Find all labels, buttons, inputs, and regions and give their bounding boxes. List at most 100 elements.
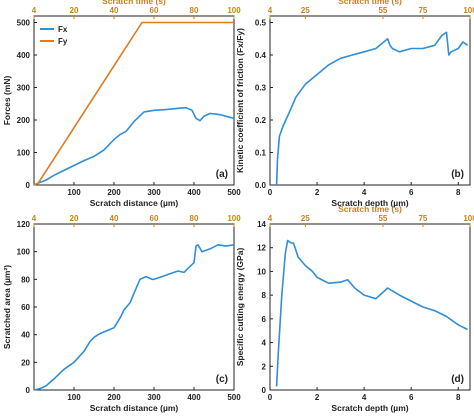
x-tick-label: 400 [187, 188, 201, 197]
y-tick-label: 80 [21, 275, 30, 284]
y-tick-label: 0.1 [255, 149, 267, 158]
top-tick-label: 60 [150, 6, 159, 15]
y-tick-label: 60 [21, 303, 30, 312]
x-tick-label: 2 [315, 393, 320, 402]
x-tick-label: 6 [409, 393, 414, 402]
x-tick-label: 200 [107, 393, 121, 402]
top-tick-label: 80 [190, 6, 199, 15]
x-tick-label: 100 [67, 188, 81, 197]
x-tick-label: 300 [147, 393, 161, 402]
x-tick-label: 300 [147, 188, 161, 197]
y-tick-label: 0.3 [255, 84, 267, 93]
top-tick-label: 100 [463, 6, 474, 15]
x-tick-label: 100 [67, 393, 81, 402]
top-tick-label: 75 [418, 214, 427, 223]
x-tick-label: 6 [409, 188, 414, 197]
top-tick-label: 100 [463, 214, 474, 223]
y-tick-label: 12 [257, 244, 266, 253]
series-line-fy [33, 21, 234, 186]
top-tick-label: 4 [32, 6, 37, 15]
top-tick-label: 75 [418, 6, 427, 15]
y-tick-label: 0 [26, 386, 31, 395]
y-tick-label: 2 [262, 362, 267, 371]
y-tick-label: 500 [17, 19, 31, 28]
y-tick-label: 0.2 [255, 116, 267, 125]
plot-frame [269, 15, 471, 186]
panel-tag: (a) [216, 169, 228, 180]
series-line-fx [33, 106, 235, 186]
y-tick-label: 8 [262, 291, 267, 300]
top-tick-label: 40 [110, 6, 119, 15]
y-tick-label: 10 [257, 267, 266, 276]
y-tick-label: 100 [17, 149, 31, 158]
series-line-data [33, 244, 235, 391]
panel-tag: (c) [216, 374, 228, 385]
y-tick-label: 6 [262, 315, 267, 324]
top-tick-label: 40 [110, 214, 119, 223]
x-tick-label: 500 [227, 188, 241, 197]
y-tick-label: 100 [17, 248, 31, 257]
y-tick-label: 4 [262, 339, 267, 348]
top-tick-label: 25 [301, 214, 310, 223]
y-tick-label: 200 [17, 116, 31, 125]
top-tick-label: 4 [268, 6, 273, 15]
x-tick-label: 0 [268, 393, 273, 402]
top-tick-label: 4 [268, 214, 273, 223]
x-tick-label: 200 [107, 188, 121, 197]
y-tick-label: 0.0 [255, 181, 267, 190]
y-axis-label: Kinetic coefficient of friction (Fx/Fy) [235, 28, 245, 173]
plot-frame [33, 15, 235, 186]
top-tick-label: 20 [70, 214, 79, 223]
top-tick-label: 80 [190, 214, 199, 223]
x-axis-label: Scratch distance (µm) [90, 403, 179, 413]
x-tick-label: 4 [362, 188, 367, 197]
x-axis-label: Scratch distance (µm) [90, 198, 179, 208]
top-tick-label: 55 [378, 6, 387, 15]
x-axis-label: Scratch depth (µm) [331, 403, 408, 413]
x-tick-label: 8 [456, 393, 461, 402]
top-tick-label: 25 [301, 6, 310, 15]
y-tick-label: 400 [17, 51, 31, 60]
top-axis-label: Scratch time (s) [338, 204, 402, 214]
y-axis-label: Scratched area (µm²) [2, 265, 12, 349]
y-tick-label: 20 [21, 358, 30, 367]
top-tick-label: 100 [227, 6, 241, 15]
y-tick-label: 0.4 [255, 51, 267, 60]
chart-panel-d: 02468024681012144255575100Scratch time (… [235, 204, 474, 413]
y-tick-label: 0 [262, 386, 267, 395]
y-tick-label: 0 [26, 181, 31, 190]
y-tick-label: 0.5 [255, 19, 267, 28]
top-tick-label: 4 [32, 214, 37, 223]
y-tick-label: 40 [21, 331, 30, 340]
y-axis-label: Specific cutting energy (GPa) [235, 248, 245, 367]
x-tick-label: 8 [456, 188, 461, 197]
x-tick-label: 0 [268, 188, 273, 197]
plot-frame [269, 223, 471, 391]
x-axis-label: Scratch depth (µm) [331, 198, 408, 208]
panel-tag: (d) [451, 374, 464, 385]
top-tick-label: 60 [150, 214, 159, 223]
series-line-data [275, 31, 469, 186]
panel-tag: (b) [451, 169, 464, 180]
x-tick-label: 500 [227, 393, 241, 402]
x-tick-label: 4 [362, 393, 367, 402]
top-tick-label: 100 [227, 214, 241, 223]
y-tick-label: 14 [257, 220, 266, 229]
series-line-data [275, 239, 468, 387]
legend-label-fy: Fy [58, 37, 68, 46]
chart-panel-b: 024680.00.10.20.30.40.54255575100Scratch… [235, 0, 474, 208]
legend-label-fx: Fx [58, 25, 68, 34]
y-tick-label: 120 [17, 220, 31, 229]
top-tick-label: 20 [70, 6, 79, 15]
top-tick-label: 55 [378, 214, 387, 223]
x-tick-label: 400 [187, 393, 201, 402]
top-axis-label: Scratch time (s) [102, 0, 166, 6]
x-tick-label: 2 [315, 188, 320, 197]
plot-frame [33, 223, 235, 391]
top-axis-label: Scratch time (s) [338, 0, 402, 6]
y-tick-label: 300 [17, 84, 31, 93]
y-axis-label: Forces (mN) [2, 76, 12, 126]
